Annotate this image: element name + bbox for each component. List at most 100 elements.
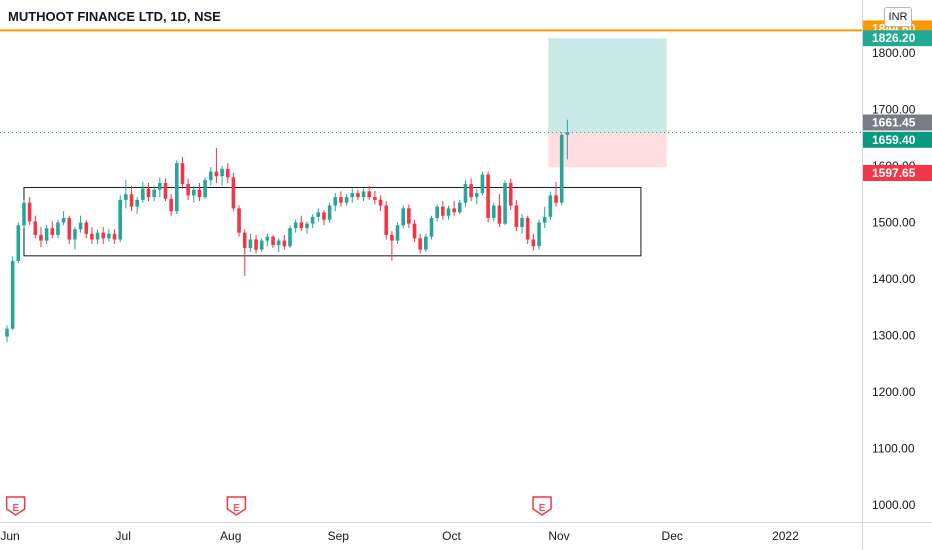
candle-body <box>191 189 196 196</box>
candle-body <box>344 197 349 203</box>
candle-body <box>208 171 213 181</box>
candle-body <box>129 194 134 207</box>
candle-body <box>542 216 547 223</box>
candle-body <box>565 132 570 135</box>
candle-body <box>333 197 338 206</box>
candle-body <box>22 202 26 226</box>
candle-body <box>418 238 422 250</box>
candle-body <box>254 239 258 250</box>
candle-body <box>231 177 236 209</box>
x-tick-label: Sep <box>328 529 350 543</box>
candle-body <box>141 188 145 200</box>
earnings-badge-shape <box>226 496 247 516</box>
candle-body <box>248 239 253 248</box>
candle-body <box>61 217 66 223</box>
y-tick-label: 1100.00 <box>872 442 915 456</box>
candle-body <box>78 222 83 230</box>
candle-body <box>452 208 456 213</box>
candle-body <box>441 206 445 216</box>
candle-body <box>316 212 321 217</box>
y-tick-label: 1300.00 <box>872 329 916 343</box>
candle-body <box>112 233 117 240</box>
candle-body <box>395 225 400 241</box>
candle-body <box>424 236 428 250</box>
candle-body <box>503 182 507 224</box>
candle-body <box>463 184 468 203</box>
x-tick-label: Jun <box>0 529 19 543</box>
candle-body <box>5 328 9 337</box>
candle-body <box>44 228 49 241</box>
earnings-badge-label: E <box>539 503 546 514</box>
earnings-marker-icon[interactable]: E <box>5 496 26 516</box>
candle-body <box>458 202 462 213</box>
candle-body <box>107 233 111 239</box>
candle-body <box>186 184 190 196</box>
candle-body <box>361 191 366 198</box>
candle-body <box>84 222 89 234</box>
prev-close-price-tag-bg <box>863 114 932 131</box>
x-tick-label: Dec <box>662 529 683 543</box>
x-tick-label: Oct <box>442 529 461 543</box>
candle-body <box>508 182 513 206</box>
candle-body <box>158 182 162 190</box>
candle-body <box>390 234 394 241</box>
candle-body <box>163 182 168 199</box>
x-tick-label: 2022 <box>772 529 799 543</box>
candle-body <box>10 260 15 329</box>
earnings-marker-icon[interactable]: E <box>532 496 552 516</box>
candle-body <box>401 208 405 226</box>
candle-body <box>373 197 377 200</box>
candle-body <box>548 195 553 217</box>
candle-body <box>33 221 38 235</box>
y-tick-label: 1200.00 <box>872 385 916 399</box>
y-tick-label: 1000.00 <box>872 498 916 512</box>
target-price-tag: 1826.20 <box>863 30 932 47</box>
candle-body <box>175 163 179 212</box>
earnings-marker-icon[interactable]: E <box>226 496 247 516</box>
candle-body <box>378 199 383 206</box>
candle-body <box>90 233 94 240</box>
candle-body <box>152 189 156 198</box>
chart-title: MUTHOOT FINANCE LTD, 1D, NSE <box>8 9 221 24</box>
last-price-tag-value: 1659.40 <box>872 133 916 147</box>
candle-body <box>67 217 72 240</box>
candle-body <box>350 193 355 198</box>
candle-body <box>554 195 558 203</box>
candle-body <box>135 199 139 207</box>
candle-body <box>514 205 519 228</box>
candle-body <box>276 240 281 246</box>
candle-body <box>220 168 224 177</box>
candle-body <box>39 234 43 241</box>
candle-body <box>486 174 490 218</box>
target-price-tag-bg <box>863 30 932 47</box>
candle-body <box>259 240 264 250</box>
currency-button[interactable]: INR <box>884 7 912 27</box>
candle-body <box>27 202 32 222</box>
candle-body <box>95 232 100 240</box>
candle-body <box>237 208 241 233</box>
prev-close-price-tag: 1661.45 <box>863 114 932 131</box>
earnings-badge-label: E <box>12 503 19 514</box>
x-tick-label: Aug <box>220 529 241 543</box>
candle-body <box>299 222 304 229</box>
candle-body <box>288 228 292 247</box>
candle-body <box>435 206 439 218</box>
y-tick-label: 1400.00 <box>872 272 916 286</box>
candle-body <box>322 212 326 220</box>
candle-body <box>282 240 287 247</box>
candle-body <box>491 205 496 218</box>
candle-body <box>73 229 77 240</box>
earnings-badge-label: E <box>233 503 240 514</box>
candle-body <box>101 232 106 239</box>
y-tick-label: 1500.00 <box>872 216 916 230</box>
candle-body <box>118 199 122 240</box>
candle-body <box>327 205 332 220</box>
stop-loss-price-tag-bg <box>863 164 932 181</box>
candle-body <box>242 232 247 248</box>
candle-body <box>407 208 411 224</box>
candle-body <box>412 223 417 239</box>
candle-body <box>469 184 473 198</box>
candle-body <box>559 134 564 203</box>
candle-body <box>305 223 309 229</box>
